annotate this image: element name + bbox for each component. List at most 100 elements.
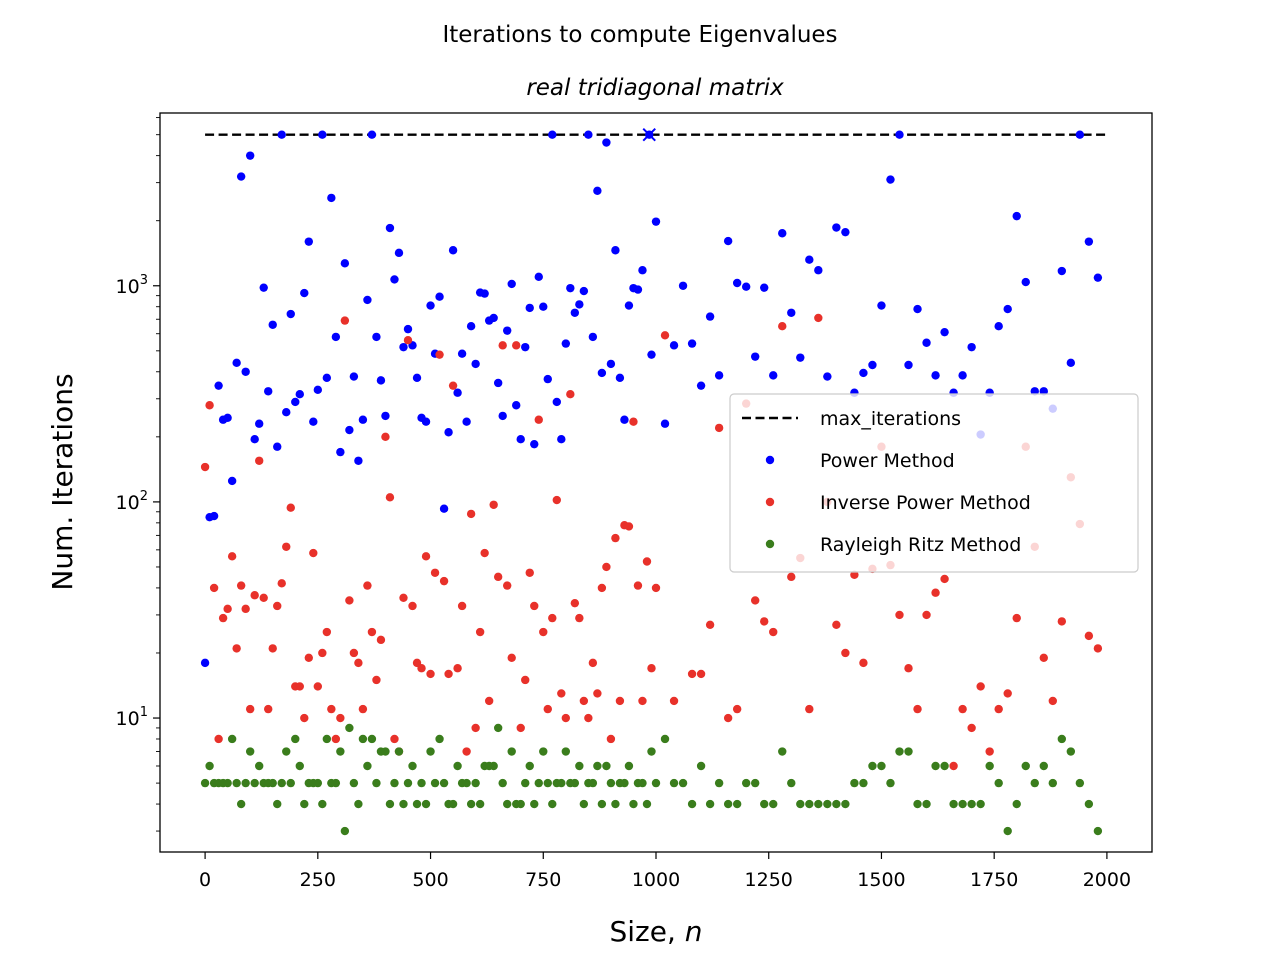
- inverse-power-method-point: [354, 658, 363, 668]
- inverse-power-method-point: [512, 341, 521, 350]
- inverse-power-method-point: [498, 341, 507, 350]
- rayleigh-ritz-method-point: [232, 778, 241, 788]
- inverse-power-method-point: [841, 648, 850, 658]
- rayleigh-ritz-method-point: [796, 799, 805, 809]
- power-method-point: [313, 385, 323, 395]
- power-method-point: [566, 283, 575, 293]
- rayleigh-ritz-method-point: [1048, 778, 1058, 788]
- y-axis-label: Num. Iterations: [46, 373, 79, 590]
- inverse-power-method-point: [480, 548, 489, 558]
- rayleigh-ritz-method-point: [340, 826, 350, 836]
- x-tick-label: 1500: [857, 869, 905, 891]
- rayleigh-ritz-method-point: [521, 778, 530, 788]
- inverse-power-method-point: [714, 423, 724, 433]
- rayleigh-ritz-method-point: [439, 778, 449, 788]
- inverse-power-method-point: [913, 704, 922, 714]
- x-tick-label: 0: [199, 869, 211, 891]
- power-method-point: [534, 272, 543, 282]
- inverse-power-method-point: [967, 723, 976, 733]
- power-method-point: [349, 372, 359, 381]
- rayleigh-ritz-method-point: [985, 761, 994, 771]
- rayleigh-ritz-method-point: [548, 799, 557, 809]
- power-method-point: [723, 236, 733, 246]
- rayleigh-ritz-method-point: [453, 761, 462, 771]
- rayleigh-ritz-method-point: [805, 799, 814, 809]
- rayleigh-ritz-method-point: [642, 799, 652, 809]
- inverse-power-method-point: [539, 627, 548, 637]
- inverse-power-method-point: [566, 390, 575, 399]
- rayleigh-ritz-method-point: [268, 778, 277, 788]
- inverse-power-method-point: [457, 601, 467, 611]
- rayleigh-ritz-method-point: [751, 778, 760, 788]
- rayleigh-ritz-method-point: [412, 799, 422, 809]
- inverse-power-method-point: [805, 704, 814, 714]
- rayleigh-ritz-method-point: [994, 778, 1003, 788]
- inverse-power-method-point: [570, 598, 580, 608]
- rayleigh-ritz-method-point: [561, 747, 571, 756]
- legend-box: [729, 393, 1139, 573]
- rayleigh-ritz-method-point: [1003, 826, 1012, 836]
- power-method-point: [832, 223, 841, 232]
- rayleigh-ritz-method-point: [507, 747, 516, 756]
- power-method-point: [340, 259, 350, 268]
- power-method-point: [245, 151, 255, 160]
- power-method-point: [624, 301, 634, 310]
- power-method-point: [940, 327, 949, 337]
- chart-title: Iterations to compute Eigenvalues: [442, 22, 837, 48]
- rayleigh-ritz-method-point: [277, 778, 286, 788]
- power-method-point: [232, 358, 241, 368]
- rayleigh-ritz-method-point: [760, 799, 769, 809]
- power-method-point: [584, 130, 593, 139]
- rayleigh-ritz-method-point: [723, 799, 733, 809]
- power-method-point: [904, 360, 913, 370]
- rayleigh-ritz-method-point: [313, 778, 323, 788]
- inverse-power-method-point: [372, 675, 381, 685]
- power-method-point: [561, 339, 571, 348]
- inverse-power-method-point: [336, 713, 345, 723]
- rayleigh-ritz-method-point: [367, 734, 377, 744]
- inverse-power-method-point: [669, 696, 679, 706]
- power-method-point: [660, 419, 670, 428]
- rayleigh-ritz-method-point: [417, 778, 426, 788]
- inverse-power-method-point: [606, 734, 616, 744]
- power-method-point: [358, 415, 368, 424]
- power-method-point: [1084, 237, 1094, 246]
- inverse-power-method-point: [367, 627, 377, 637]
- power-method-point: [309, 417, 318, 426]
- rayleigh-ritz-method-point: [466, 799, 476, 809]
- legend-power-method-swatch: [765, 455, 775, 465]
- power-method-point: [399, 342, 408, 352]
- power-method-point: [593, 186, 602, 196]
- power-method-point: [286, 309, 295, 319]
- x-tick-label: 500: [412, 869, 448, 891]
- rayleigh-ritz-method-point: [530, 799, 539, 809]
- power-method-point: [367, 130, 377, 139]
- rayleigh-ritz-method-point: [236, 799, 246, 809]
- power-method-point: [331, 332, 341, 342]
- power-method-point: [741, 282, 751, 291]
- rayleigh-ritz-method-point: [503, 799, 512, 809]
- legend-max-iterations-label: max_iterations: [820, 408, 961, 430]
- rayleigh-ritz-method-point: [696, 761, 706, 771]
- power-method-point: [638, 266, 647, 275]
- rayleigh-ritz-method-point: [295, 761, 304, 771]
- power-method-point: [1057, 266, 1067, 276]
- power-method-point: [327, 193, 336, 203]
- power-method-point: [678, 281, 688, 290]
- rayleigh-ritz-method-point: [886, 778, 895, 788]
- inverse-power-method-point: [255, 456, 264, 465]
- inverse-power-method-point: [439, 576, 449, 586]
- rayleigh-ritz-method-point: [1039, 761, 1048, 771]
- power-method-point: [651, 217, 661, 226]
- inverse-power-method-point: [922, 610, 931, 620]
- power-method-point: [381, 411, 390, 421]
- x-axis-label: Size, n: [609, 915, 702, 948]
- power-method-point: [1021, 277, 1030, 287]
- inverse-power-method-point: [814, 313, 823, 323]
- inverse-power-method-point: [1093, 644, 1103, 653]
- inverse-power-method-point: [723, 713, 733, 723]
- inverse-power-method-point: [1048, 696, 1058, 706]
- power-method-point: [597, 368, 607, 378]
- power-method-point: [462, 417, 471, 426]
- inverse-power-method-point: [976, 682, 985, 691]
